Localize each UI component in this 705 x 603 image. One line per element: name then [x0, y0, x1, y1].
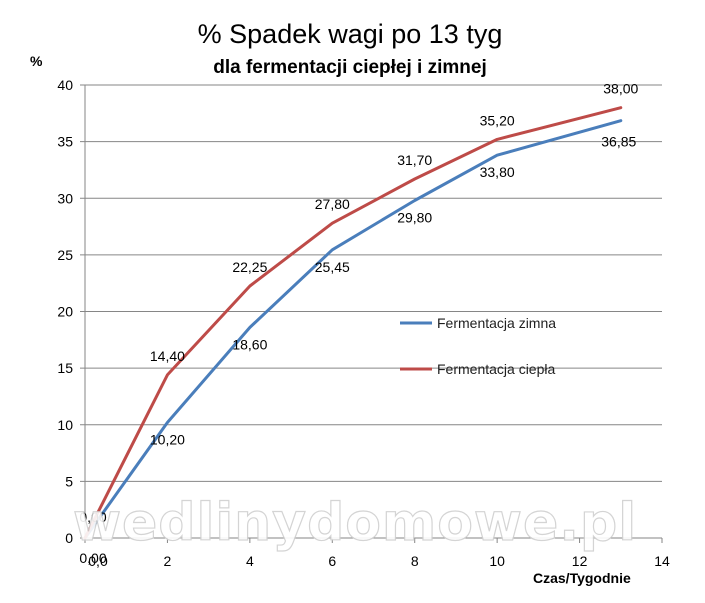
y-tick-label: 15: [57, 360, 73, 376]
data-label-ciepla: 14,40: [150, 348, 185, 364]
y-tick-label: 0: [65, 530, 73, 546]
x-tick-label: 8: [411, 553, 419, 569]
legend: Fermentacja zimna Fermentacja ciepła: [400, 315, 556, 377]
data-label-ciepla: 31,70: [397, 152, 432, 168]
x-tick-label: 12: [572, 553, 588, 569]
watermark: wedlinydomowe.pl: [73, 493, 637, 553]
y-tick-labels: 0 5 10 15 20 25 30 35 40: [57, 77, 73, 546]
axes: [80, 84, 663, 543]
series-line-zimna: [83, 119, 623, 540]
y-tick-label: 20: [57, 304, 73, 320]
data-label-zimna: 29,80: [397, 210, 432, 226]
x-tick-label: 6: [328, 553, 336, 569]
x-tick-label: 10: [489, 553, 505, 569]
data-label-zimna: 25,45: [315, 259, 350, 275]
x-tick-label: 14: [654, 553, 670, 569]
x-tick-label: 4: [246, 553, 254, 569]
x-tick-labels: 0,0 2 4 6 8 10 12 14: [88, 553, 670, 569]
x-tick-label: 0,0: [88, 553, 108, 569]
y-tick-label: 40: [57, 77, 73, 93]
chart-title: % Spadek wagi po 13 tyg: [198, 19, 503, 49]
data-label-zimna: 36,85: [601, 134, 636, 150]
legend-label: Fermentacja ciepła: [437, 361, 555, 377]
series-lines: [83, 106, 623, 540]
series-line-ciepla: [83, 106, 623, 540]
data-label-ciepla: 38,00: [603, 81, 638, 97]
data-label-ciepla: 35,20: [480, 112, 515, 128]
data-label-zimna: 18,60: [232, 336, 267, 352]
y-tick-label: 35: [57, 134, 73, 150]
y-tick-label: 30: [57, 190, 73, 206]
data-label-zimna: 10,20: [150, 431, 185, 447]
y-tick-label: 25: [57, 247, 73, 263]
x-axis-label: Czas/Tygodnie: [533, 570, 631, 586]
chart-subtitle: dla fermentacji ciepłej i zimnej: [213, 57, 487, 78]
data-label-ciepla: 22,25: [232, 259, 267, 275]
y-axis-label: %: [30, 53, 43, 69]
data-label-zimna: 0,00: [79, 509, 106, 525]
data-label-ciepla: 0,00: [79, 550, 106, 566]
data-labels: 0,00 10,20 18,60 25,45 29,80 33,80 36,85 0,00 14…: [79, 81, 638, 566]
y-tick-label: 10: [57, 417, 73, 433]
gridlines: [85, 84, 662, 482]
y-tick-label: 5: [65, 473, 73, 489]
data-label-zimna: 33,80: [480, 164, 515, 180]
x-tick-label: 2: [164, 553, 172, 569]
data-label-ciepla: 27,80: [315, 196, 350, 212]
legend-label: Fermentacja zimna: [437, 315, 556, 331]
